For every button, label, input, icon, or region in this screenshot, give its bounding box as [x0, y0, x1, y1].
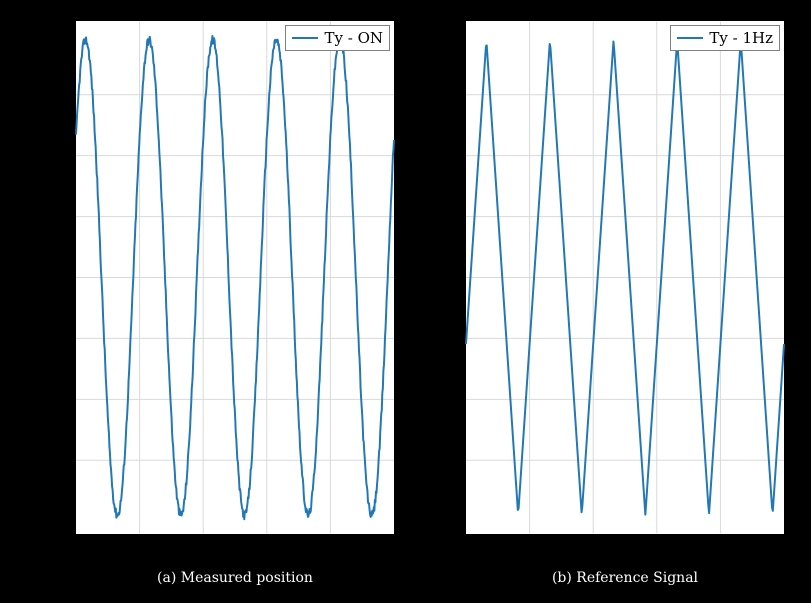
caption-a: (a) Measured position	[75, 570, 395, 586]
legend-label: Ty - ON	[324, 29, 383, 47]
right-chart-legend: Ty - 1Hz	[670, 25, 780, 51]
left-chart-legend: Ty - ON	[285, 25, 390, 51]
legend-swatch-icon	[292, 37, 318, 39]
caption-b: (b) Reference Signal	[465, 570, 785, 586]
left-chart-panel: Ty - ON	[75, 20, 395, 535]
legend-swatch-icon	[677, 37, 703, 39]
legend-label: Ty - 1Hz	[709, 29, 773, 47]
figure: { "figure": { "width": 811, "height": 60…	[0, 0, 811, 603]
right-chart-svg	[466, 21, 784, 534]
right-chart-panel: Ty - 1Hz	[465, 20, 785, 535]
left-chart-svg	[76, 21, 394, 534]
